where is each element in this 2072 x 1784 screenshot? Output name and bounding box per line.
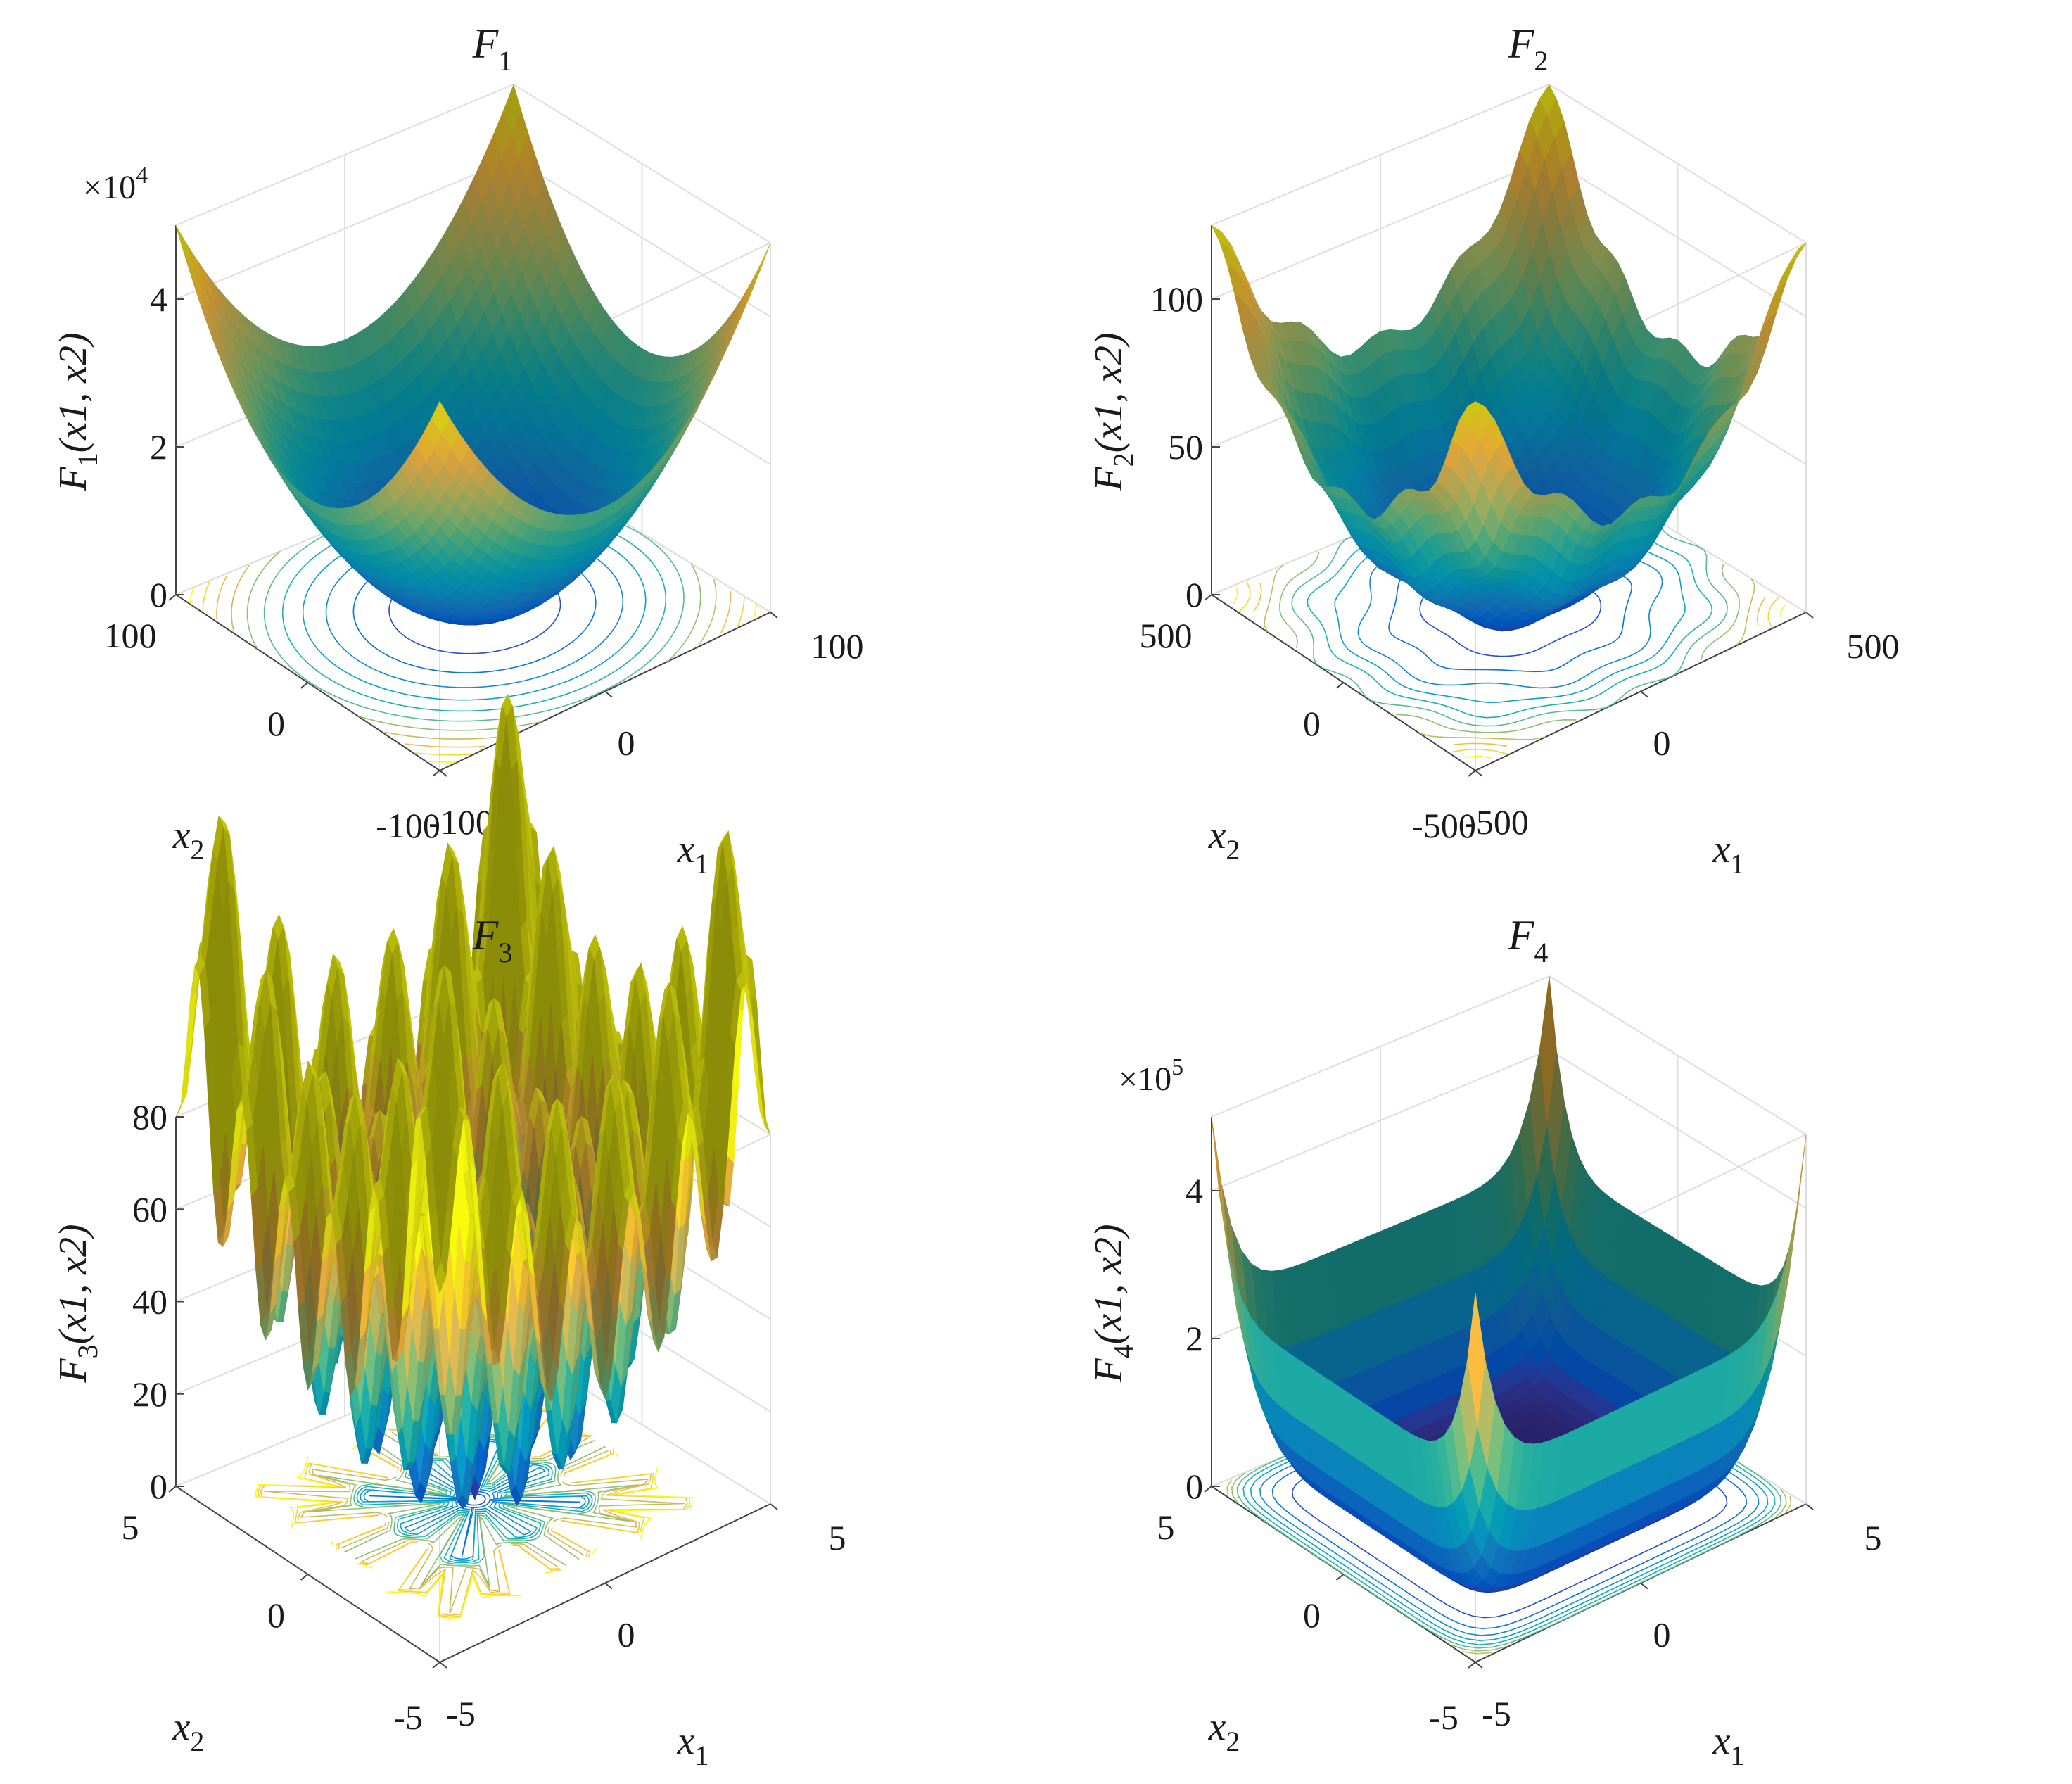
subplot-title: F2 <box>1508 20 1549 77</box>
z-tick-label: 4 <box>150 279 167 319</box>
surface-mesh <box>1211 84 1807 632</box>
subplot-f3: 0 20 40 60 80 -5 0 5 -5 0 5 F3 F3(x1, x2) x1 x2 <box>0 693 1036 1783</box>
subplot-f2: 0 50 100 -500 0 500 -500 0 500 F2 F2(x1, x2) x1 x2 <box>1036 0 2071 892</box>
x1-tick <box>604 690 613 698</box>
subplot-title-sub: 1 <box>498 45 512 77</box>
x1-tick <box>770 612 778 619</box>
z-multiplier: ×104 <box>83 163 148 206</box>
subplot-title: F1 <box>472 20 513 77</box>
x2-tick-label: -100 <box>376 806 440 845</box>
x1-tick-label: -500 <box>1464 802 1529 842</box>
x1-axis-label-sub: 1 <box>694 848 708 880</box>
grid-line <box>513 158 771 317</box>
subplot-f1: 0 2 4 -100 0 100 -100 0 100 F1 F1(x1, x2) x1 x2 ×104 <box>0 0 1036 892</box>
x2-tick <box>432 770 440 777</box>
surface-mesh <box>175 693 771 1510</box>
x2-tick <box>1335 682 1345 689</box>
x2-tick <box>300 682 309 689</box>
z-tick-label: 0 <box>150 575 167 614</box>
x2-axis-label: x2 <box>1208 814 1240 866</box>
surface-mesh <box>175 84 771 626</box>
x1-tick-label: 100 <box>811 626 864 666</box>
surface-face <box>1467 401 1486 414</box>
z-multiplier-exp: 4 <box>136 163 148 189</box>
z-axis-label-args: (x1, x2) <box>1087 332 1131 453</box>
x1-tick-label: -100 <box>428 802 493 842</box>
grid-line <box>175 158 514 300</box>
x1-tick-label: 0 <box>618 723 635 763</box>
x1-tick-label: 500 <box>1847 626 1900 666</box>
z-axis-label-args: (x1, x2) <box>51 332 95 453</box>
x1-tick <box>1475 770 1483 777</box>
x1-tick <box>1640 690 1648 698</box>
x2-axis-label: x2 <box>172 814 205 866</box>
x2-tick-label: 0 <box>267 704 285 743</box>
z-axis-label-sub: 1 <box>72 453 103 467</box>
x1-tick <box>439 770 447 777</box>
z-tick-label: 2 <box>150 427 167 467</box>
z-tick-label: 0 <box>1186 575 1203 614</box>
x2-axis-label-sub: 2 <box>1226 834 1240 866</box>
subplot-title-sub: 2 <box>1534 45 1548 77</box>
x2-tick <box>1204 594 1212 601</box>
x1-tick <box>1805 612 1814 619</box>
grid-line <box>1211 158 1550 300</box>
grid-line <box>1549 158 1807 317</box>
x2-tick-label: 0 <box>1303 704 1321 743</box>
x1-axis-label: x1 <box>1712 828 1745 880</box>
x2-axis-label-sub: 2 <box>190 834 204 866</box>
surface-face <box>737 274 756 315</box>
x2-tick <box>1468 770 1476 777</box>
z-axis-label: F1(x1, x2) <box>51 332 103 491</box>
x2-tick-label: 500 <box>1140 616 1193 655</box>
x1-axis-label: x1 <box>677 828 709 880</box>
surface-face <box>175 225 194 270</box>
z-tick-label: 50 <box>1168 427 1203 467</box>
z-axis-label-sub: 2 <box>1107 453 1139 467</box>
z-tick-label: 100 <box>1150 279 1203 319</box>
surface-face <box>1779 258 1797 289</box>
x1-axis-label-sub: 1 <box>1730 848 1744 880</box>
x2-tick-label: 100 <box>104 616 157 655</box>
x2-tick <box>168 594 177 601</box>
x1-tick-label: 0 <box>1653 723 1671 763</box>
surface-face <box>431 400 450 435</box>
x2-tick-label: -500 <box>1411 806 1476 845</box>
z-axis-label: F2(x1, x2) <box>1087 332 1139 491</box>
